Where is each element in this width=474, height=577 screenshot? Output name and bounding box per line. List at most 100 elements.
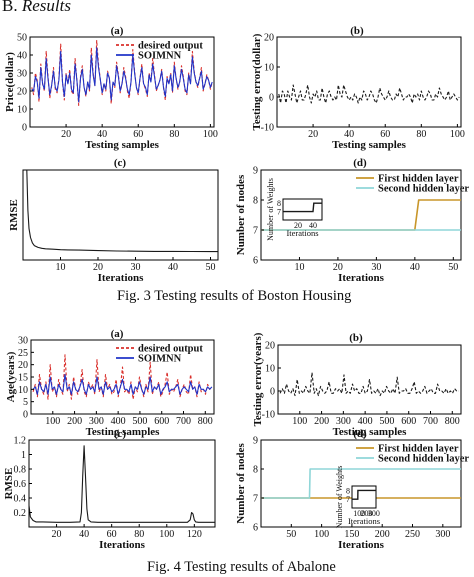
y-tick-label: 1 <box>21 450 26 461</box>
inset-frame <box>282 198 323 221</box>
inset-y-tick-label: 7 <box>346 495 350 504</box>
x-tick-label: 500 <box>132 416 147 427</box>
x-tick-label: 400 <box>111 416 126 427</box>
y-axis-label: Price(dollar) <box>4 52 16 112</box>
inset-frame <box>351 485 377 509</box>
series-line-1 <box>26 170 218 253</box>
series-group <box>26 170 218 253</box>
legend-label: Second hidden layer <box>378 184 469 195</box>
x-tick-label: 20 <box>308 129 318 140</box>
y-tick-label: -10 <box>261 123 274 134</box>
x-tick-label: 700 <box>176 416 191 427</box>
fig4-caption: Fig. 4 Testing results of Abalone <box>147 559 336 575</box>
x-tick-label: 300 <box>336 416 351 427</box>
x-tick-label: 40 <box>79 529 89 540</box>
x-tick-label: 100 <box>159 529 174 540</box>
series-line-soimnn <box>31 47 213 103</box>
y-tick-label: 20 <box>18 360 28 371</box>
y-tick-label: 0.4 <box>14 494 27 505</box>
section-number: B. <box>2 0 18 15</box>
y-axis-label: Age(years) <box>5 351 17 402</box>
x-tick-label: 150 <box>344 529 359 540</box>
y-axis-label: Number of nodes <box>235 174 247 255</box>
x-axis-label: Iterations <box>99 539 146 551</box>
inset-y-tick-label: 7 <box>277 208 281 217</box>
inset-chart: 20 40 78 Iterations Number of Weights <box>266 178 323 241</box>
y-tick-label: 0.8 <box>14 465 27 476</box>
series-line-second-hidden-layer <box>261 468 461 499</box>
x-tick-label: 800 <box>198 416 213 427</box>
x-tick-label: 60 <box>107 529 117 540</box>
y-tick-label: 0.2 <box>14 508 27 519</box>
inset-y-axis-label: Number of Weights <box>335 466 344 529</box>
panel-label: (a) <box>111 328 124 340</box>
x-axis-label: Testing samples <box>85 139 160 151</box>
x-tick-label: 20 <box>52 529 62 540</box>
x-tick-label: 400 <box>358 416 373 427</box>
x-tick-label: 50 <box>448 262 458 273</box>
panel-label: (b) <box>349 332 363 344</box>
fig4c-panel: 20 40 60 80 100 120 0.2 0.4 0.6 0.8 1 1.2 Iterations… <box>3 428 216 551</box>
y-tick-label: 6 <box>253 256 258 267</box>
y-tick-label: 15 <box>18 373 28 384</box>
y-tick-label: 9 <box>253 166 258 177</box>
legend-label: desired output <box>138 344 203 355</box>
inset-x-axis-label: Iterations <box>286 228 318 238</box>
y-tick-label: 0 <box>269 93 274 104</box>
y-tick-label: 25 <box>18 348 28 359</box>
series-group <box>32 354 213 400</box>
y-axis-label: Testing error(dollar) <box>251 33 263 130</box>
y-tick-label: 10 <box>265 364 275 375</box>
y-tick-label: 0 <box>22 123 27 134</box>
x-tick-label: 200 <box>375 529 390 540</box>
inset-series-line <box>352 489 376 500</box>
inset-x-tick-label: 300 <box>368 509 380 518</box>
x-tick-label: 20 <box>333 262 343 273</box>
y-tick-label: -10 <box>262 410 275 421</box>
y-tick-label: 20 <box>264 33 274 44</box>
y-axis-label: RMSE <box>3 468 15 500</box>
y-tick-label: 10 <box>18 385 28 396</box>
fig3b-panel: 20 40 60 80 100 -10 0 10 20 Testing samples Testin… <box>251 25 465 151</box>
plot-frame <box>22 169 219 261</box>
series-group <box>278 84 460 104</box>
section-heading: B. Results <box>2 0 71 16</box>
plot-frame <box>28 439 216 528</box>
fig3-caption: Fig. 3 Testing results of Boston Housing <box>117 288 352 304</box>
x-tick-label: 60 <box>380 129 390 140</box>
series-line-1 <box>278 84 460 104</box>
legend-label: SOIMNN <box>138 51 182 62</box>
y-tick-label: 30 <box>18 336 28 347</box>
x-tick-label: 700 <box>423 416 438 427</box>
x-axis-label: Iterations <box>338 272 385 284</box>
y-tick-label: 6 <box>253 523 258 534</box>
x-tick-label: 40 <box>97 129 107 140</box>
x-tick-label: 80 <box>134 529 144 540</box>
x-tick-label: 10 <box>56 262 66 273</box>
panel-label: (a) <box>111 25 124 37</box>
x-axis-label: Testing samples <box>86 426 161 438</box>
x-tick-label: 800 <box>445 416 460 427</box>
x-tick-label: 100 <box>45 416 60 427</box>
series-line-soimnn <box>32 373 213 395</box>
inset-x-tick-label: 200 <box>361 509 373 518</box>
x-tick-label: 250 <box>405 529 420 540</box>
panel-label: (d) <box>353 157 367 169</box>
section-title: Results <box>21 0 71 15</box>
y-tick-label: 8 <box>253 465 258 476</box>
x-tick-label: 40 <box>410 262 420 273</box>
legend-label: First hidden layer <box>378 444 459 455</box>
y-tick-label: 0 <box>270 387 275 398</box>
series-line-desired-output <box>32 354 213 400</box>
inset-x-axis-label: Iterations <box>348 516 380 526</box>
y-tick-label: 30 <box>17 69 27 80</box>
y-axis-label: Testing error(years) <box>252 332 264 426</box>
series-line-1 <box>279 372 459 397</box>
plot-frame <box>276 36 462 128</box>
x-tick-label: 20 <box>61 129 71 140</box>
x-axis-label: Testing samples <box>332 139 407 151</box>
y-tick-label: 7 <box>253 226 258 237</box>
